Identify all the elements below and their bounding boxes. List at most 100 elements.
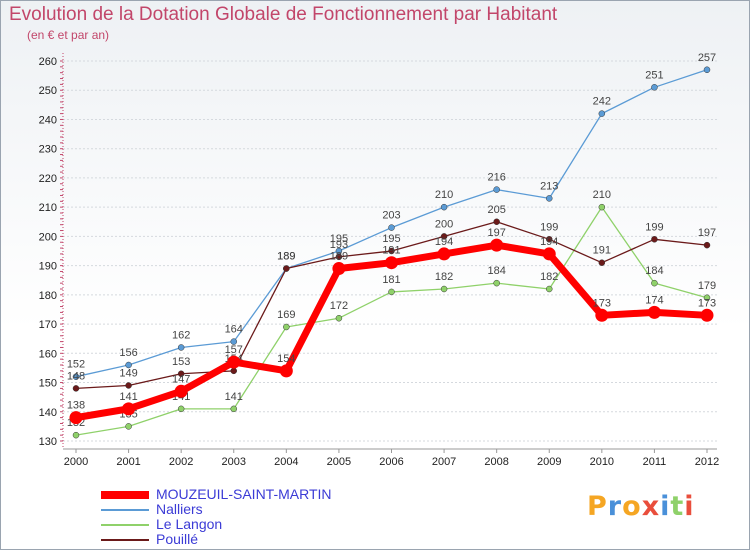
series-line-MOUZEUIL-SAINT-MARTIN [75,241,708,422]
legend-label: Nalliers [156,501,203,517]
data-label: 164 [225,324,243,336]
data-point [177,370,185,378]
legend-swatch [101,524,149,526]
data-point [388,247,395,255]
data-point [440,203,448,211]
data-point [703,294,711,302]
legend-swatch [101,509,149,511]
data-label: 182 [435,271,453,283]
data-point [546,236,553,243]
data-label: 191 [382,245,400,257]
x-tick-label: 2001 [116,456,140,468]
data-point [72,385,80,392]
legend-label: Pouillé [156,531,199,547]
data-point [595,308,609,322]
data-point [230,367,237,375]
y-tick-label: 200 [39,231,57,243]
y-tick-label: 180 [39,290,57,302]
x-tick-label: 2009 [537,456,561,468]
data-label: 251 [645,69,663,81]
data-point [651,236,658,243]
data-label: 148 [67,370,85,382]
data-label: 138 [67,400,85,412]
data-point [493,186,500,193]
data-label: 216 [487,172,505,184]
data-point [69,411,83,425]
logo-letter: P [587,491,608,522]
data-point [72,431,80,439]
data-point [542,247,556,261]
y-tick-label: 150 [39,378,57,390]
data-point [598,259,606,266]
data-label: 179 [698,280,716,292]
data-label: 189 [330,251,348,263]
data-point [440,233,448,240]
x-tick-label: 2005 [327,456,351,468]
data-point [125,382,132,389]
data-point [283,323,290,331]
data-label: 210 [593,189,611,201]
data-point [598,203,606,211]
data-label: 141 [119,391,137,403]
data-point [230,338,237,345]
data-label: 184 [645,265,663,277]
y-tick-label: 130 [39,436,57,448]
legend-swatch [101,491,149,499]
data-point [493,218,500,226]
data-point [332,262,346,276]
data-point [440,285,448,293]
data-label: 195 [330,233,348,245]
data-point [125,361,132,369]
x-tick-label: 2000 [64,456,88,468]
data-point [227,355,241,369]
data-point [125,423,132,430]
data-point [174,384,188,398]
data-label: 181 [382,274,400,286]
data-point [230,405,237,413]
x-tick-label: 2012 [695,456,719,468]
x-tick-label: 2010 [590,456,614,468]
data-label: 147 [172,373,190,385]
data-point [72,373,80,380]
data-point [335,253,343,261]
x-tick-label: 2008 [484,456,508,468]
y-tick-label: 260 [39,56,57,68]
data-label: 197 [487,227,505,239]
data-point [598,110,606,117]
data-label: 149 [119,367,137,379]
data-point [437,247,451,261]
x-tick-label: 2003 [222,456,246,468]
data-point [283,265,290,272]
data-point [177,405,185,413]
logo-letter: o [622,491,642,522]
data-point [177,344,185,351]
data-label: 193 [330,239,348,251]
data-label: 191 [593,245,611,257]
x-tick-label: 2004 [274,456,298,468]
data-label: 173 [593,297,611,309]
data-point [388,224,395,231]
data-point [700,308,714,322]
data-label: 182 [540,271,558,283]
data-label: 257 [698,52,716,64]
data-label: 156 [119,347,137,359]
data-label: 153 [172,356,190,368]
data-point [546,195,553,202]
legend-label: MOUZEUIL-SAINT-MARTIN [156,486,332,502]
data-label: 213 [540,180,558,192]
y-tick-label: 160 [39,348,57,360]
data-point [122,402,136,416]
data-label: 157 [225,344,243,356]
chart-title: Evolution de la Dotation Globale de Fonc… [9,4,558,25]
data-label: 189 [277,251,295,263]
data-point [703,241,711,249]
legend-label: Le Langon [156,516,223,532]
y-tick-label: 250 [39,85,57,97]
logo-letter: r [607,491,623,522]
data-point [335,314,343,322]
data-label: 197 [698,227,716,239]
data-label: 141 [225,391,243,403]
y-tick-label: 220 [39,173,57,185]
data-label: 194 [540,236,558,248]
